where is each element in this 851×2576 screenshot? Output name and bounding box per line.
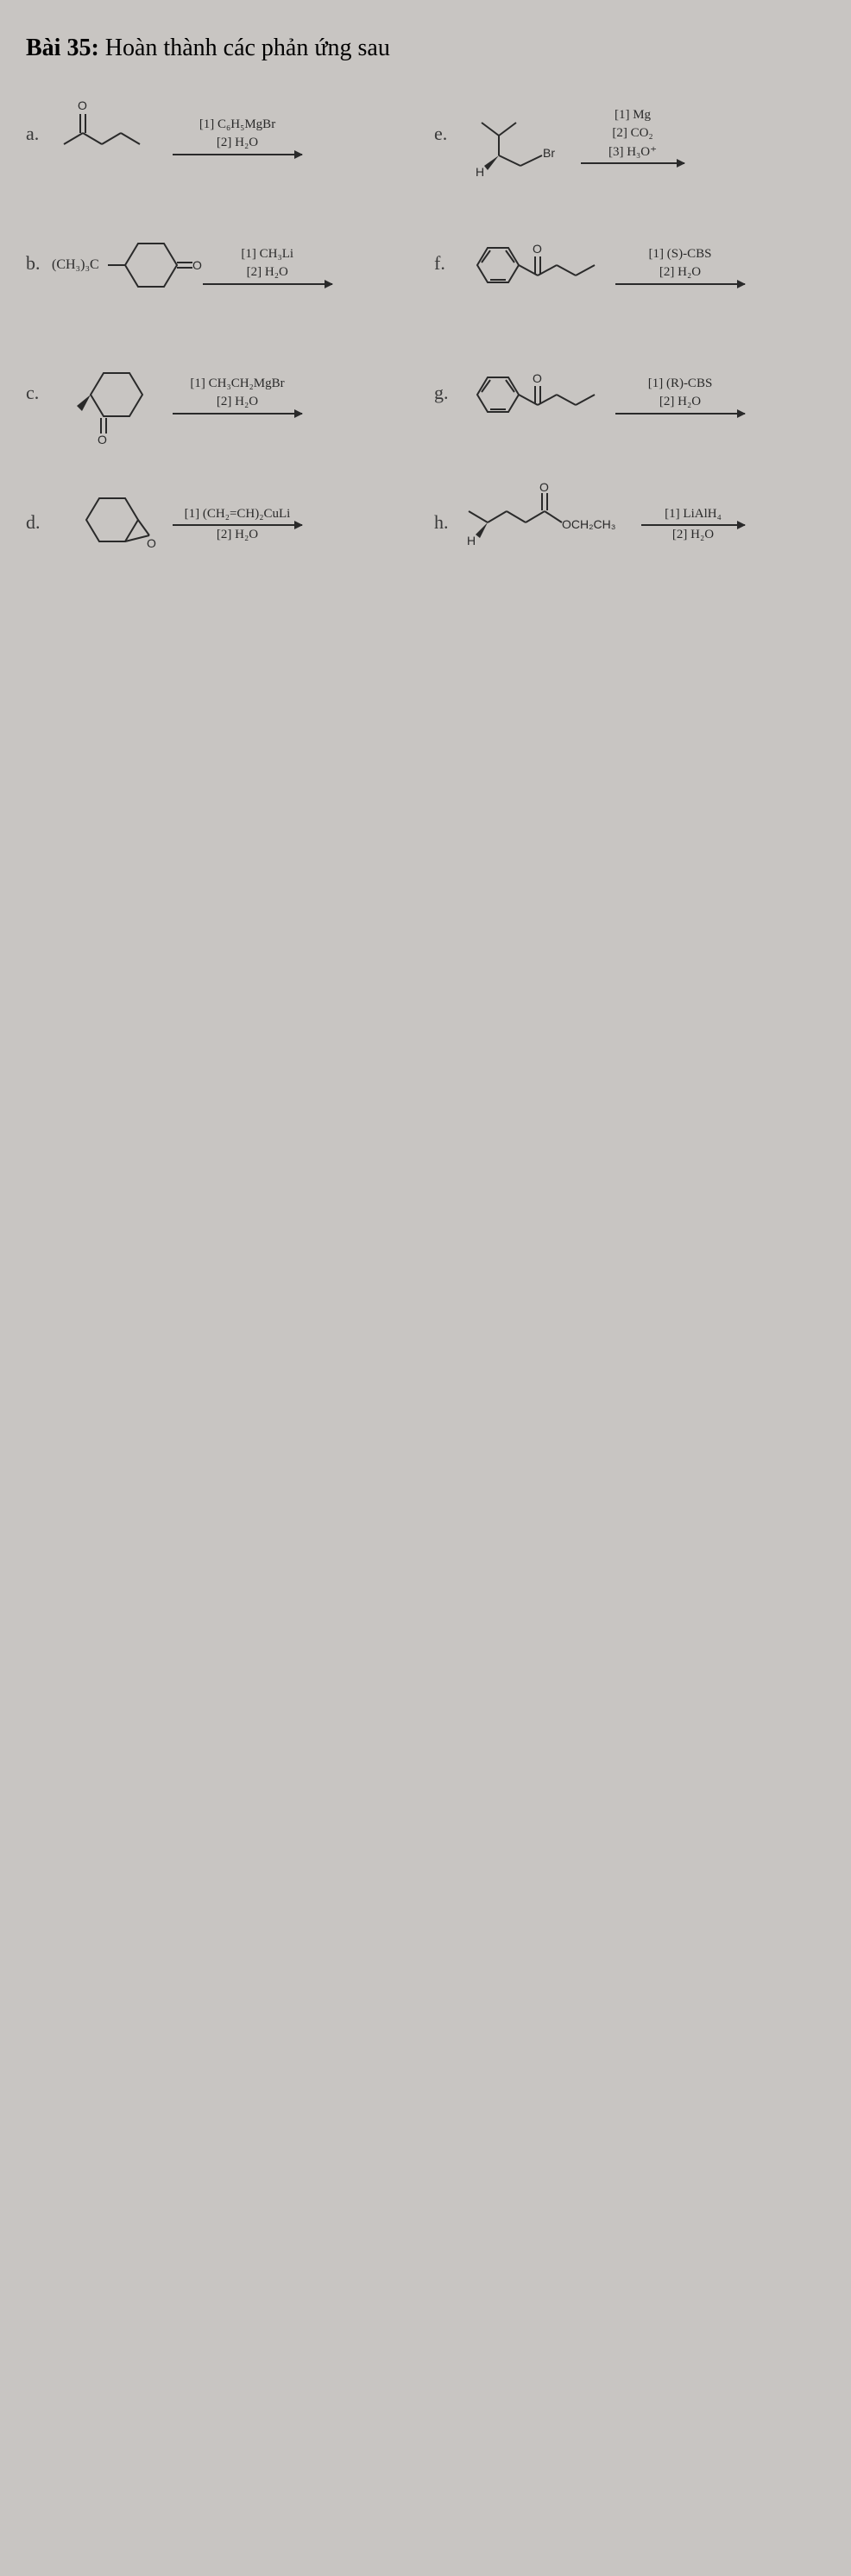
reagent-line: [3] H₃O⁺ — [608, 144, 657, 161]
reaction-d: d. O [1] (CH₂=CH)₂CuLi [2] H₂O — [26, 477, 417, 572]
structure-arylketone-g: O — [460, 347, 607, 442]
item-label: c. — [26, 382, 52, 404]
reaction-arrow — [173, 524, 302, 526]
structure-ketone-a: O — [52, 88, 164, 183]
structure-cyclohexanone-b: O — [99, 218, 194, 313]
reagent-line: [2] CO₂ — [612, 125, 652, 142]
item-label: d. — [26, 511, 52, 534]
reagent-line: [1] (R)-CBS — [648, 376, 713, 393]
reaction-b: b. (CH₃)₃C O [1] CH₃Li — [26, 218, 417, 313]
reagent-line: [2] H₂O — [217, 528, 258, 542]
reaction-columns: a. O [1] C₆H₅MgBr [2] H₂O — [26, 88, 825, 606]
reagent-line: [2] H₂O — [659, 264, 701, 282]
svg-text:Br: Br — [543, 146, 555, 160]
reaction-h: h. H O OCH₂CH₃ — [434, 477, 825, 572]
reaction-arrow — [173, 154, 302, 155]
reagent-line: [1] C₆H₅MgBr — [199, 117, 275, 134]
structure-arylketone-f: O — [460, 218, 607, 313]
reagent-line: [1] CH₃CH₂MgBr — [190, 376, 284, 393]
exercise-title: Bài 35: Hoàn thành các phản ứng sau — [26, 35, 825, 62]
reaction-arrow — [581, 162, 684, 164]
reagent-line: [1] CH₃Li — [241, 246, 293, 263]
right-column: e. H Br [1] Mg [2] CO₂ — [434, 88, 825, 606]
reaction-arrow — [615, 413, 745, 415]
svg-text:O: O — [533, 371, 542, 385]
reaction-arrow — [641, 524, 745, 526]
reaction-a: a. O [1] C₆H₅MgBr [2] H₂O — [26, 88, 417, 183]
reagent-line: [1] (CH₂=CH)₂CuLi — [185, 506, 291, 523]
svg-text:O: O — [98, 433, 107, 446]
reagent-line: [1] LiAlH₄ — [665, 506, 722, 523]
reaction-f: f. O — [434, 218, 825, 313]
item-label: f. — [434, 252, 460, 275]
reaction-c: c. O [1] CH₃CH₂MgBr [2] H₂O — [26, 347, 417, 442]
svg-text:OCH₂CH₃: OCH₂CH₃ — [562, 517, 615, 531]
svg-text:O: O — [192, 258, 202, 272]
svg-text:O: O — [147, 536, 156, 550]
reagent-line: [1] (S)-CBS — [649, 246, 712, 263]
reagent-line: [2] H₂O — [217, 394, 258, 411]
item-label: h. — [434, 511, 460, 534]
svg-text:H: H — [467, 534, 476, 547]
reaction-arrow — [203, 283, 332, 285]
reagent-line: [2] H₂O — [659, 394, 701, 411]
left-column: a. O [1] C₆H₅MgBr [2] H₂O — [26, 88, 417, 606]
structure-ester-h: H O OCH₂CH₃ — [460, 477, 633, 572]
reaction-g: g. O — [434, 347, 825, 442]
substituent-text: (CH₃)₃C — [52, 257, 99, 273]
item-label: e. — [434, 123, 460, 145]
title-text: Hoàn thành các phản ứng sau — [99, 35, 390, 61]
svg-text:H: H — [476, 165, 484, 179]
svg-text:O: O — [539, 480, 549, 494]
reaction-e: e. H Br [1] Mg [2] CO₂ — [434, 88, 825, 183]
reagent-line: [2] H₂O — [672, 528, 714, 542]
reaction-arrow — [615, 283, 745, 285]
item-label: b. — [26, 252, 52, 275]
reaction-arrow — [173, 413, 302, 415]
item-label: a. — [26, 123, 52, 145]
reagent-line: [2] H₂O — [217, 135, 258, 152]
reagent-line: [1] Mg — [615, 107, 651, 124]
item-label: g. — [434, 382, 460, 404]
structure-methylcyclohexanone-c: O — [52, 347, 164, 442]
structure-bromide-e: H Br — [460, 88, 572, 183]
reagent-line: [2] H₂O — [247, 264, 288, 282]
svg-text:O: O — [78, 98, 87, 112]
svg-text:O: O — [533, 242, 542, 256]
title-number: Bài 35: — [26, 35, 99, 61]
structure-epoxide-d: O — [52, 477, 164, 572]
